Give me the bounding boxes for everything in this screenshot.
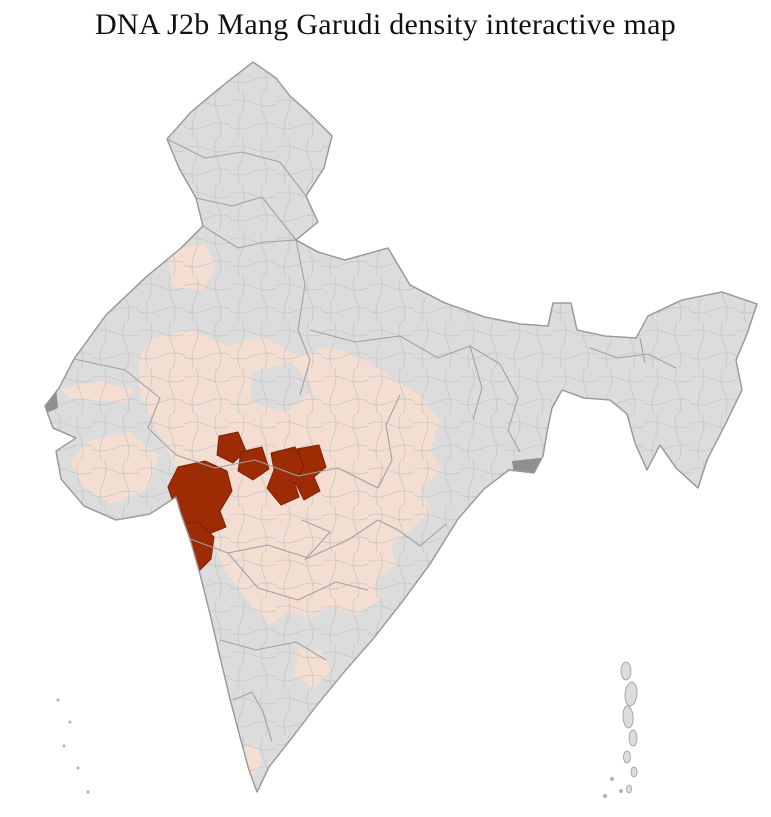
- lakshadweep-islet[interactable]: [76, 766, 80, 770]
- lakshadweep-islet[interactable]: [86, 790, 90, 794]
- india-map-group: [44, 61, 758, 798]
- high-density-district-3[interactable]: [266, 446, 305, 506]
- lakshadweep-islet[interactable]: [56, 698, 60, 702]
- nicobar-islet[interactable]: [619, 789, 623, 793]
- andaman-island[interactable]: [624, 681, 638, 707]
- high-density-district-4[interactable]: [294, 444, 327, 501]
- district-layers: [45, 62, 757, 792]
- andaman-island[interactable]: [628, 729, 638, 747]
- state-borders-south: [219, 552, 369, 743]
- state-borders-north: [166, 138, 521, 453]
- lakshadweep-islet[interactable]: [62, 744, 66, 748]
- andaman-island[interactable]: [626, 784, 632, 794]
- state-borders-northeast: [589, 337, 677, 369]
- nicobar-islet[interactable]: [603, 794, 607, 798]
- andaman-island[interactable]: [630, 766, 638, 778]
- high-density-district-1[interactable]: [216, 431, 247, 464]
- lakshadweep-islet[interactable]: [68, 720, 72, 724]
- sundarbans-delta: [512, 458, 554, 482]
- district-grid: [45, 62, 757, 792]
- andaman-island[interactable]: [623, 750, 631, 764]
- page-title: DNA J2b Mang Garudi density interactive …: [94, 8, 677, 41]
- india-outline-stroke: [44, 61, 758, 793]
- andaman-islands[interactable]: [620, 661, 638, 794]
- nicobar-islands[interactable]: [603, 777, 623, 798]
- andaman-island[interactable]: [622, 705, 634, 729]
- andaman-island[interactable]: [620, 661, 632, 681]
- high-density-district-2[interactable]: [237, 446, 270, 481]
- lakshadweep-islands[interactable]: [56, 698, 90, 794]
- state-borders-central: [73, 358, 447, 561]
- nicobar-islet[interactable]: [610, 777, 614, 781]
